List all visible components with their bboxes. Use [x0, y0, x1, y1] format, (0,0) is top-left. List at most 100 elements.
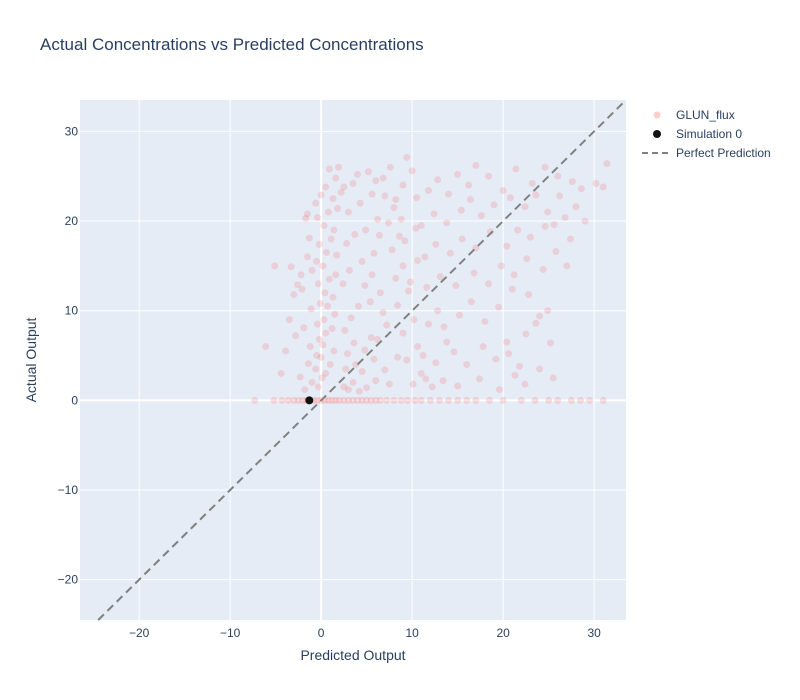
- scatter-point: [485, 172, 493, 180]
- scatter-point: [485, 280, 493, 288]
- scatter-point: [503, 242, 511, 250]
- scatter-point: [417, 222, 425, 230]
- scatter-point: [364, 168, 372, 176]
- scatter-point: [294, 396, 302, 404]
- legend-item-glun-flux[interactable]: GLUN_flux: [653, 108, 735, 122]
- scatter-point: [370, 355, 378, 363]
- scatter-point: [486, 228, 494, 236]
- scatter-point: [320, 316, 328, 324]
- scatter-point: [479, 343, 487, 351]
- scatter-point: [304, 360, 312, 368]
- scatter-point: [308, 378, 316, 386]
- scatter-point: [425, 320, 433, 328]
- scatter-point: [395, 232, 403, 240]
- scatter-point: [343, 239, 351, 247]
- scatter-point: [410, 316, 418, 324]
- scatter-point: [334, 163, 342, 171]
- y-tick-label: −20: [58, 573, 79, 587]
- simulation-point: [305, 396, 314, 405]
- scatter-point: [568, 178, 576, 186]
- scatter-point: [522, 330, 530, 338]
- scatter-point: [432, 359, 440, 367]
- scatter-point: [454, 396, 462, 404]
- scatter-point: [354, 170, 362, 178]
- scatter-point: [472, 161, 480, 169]
- scatter-point: [372, 377, 380, 385]
- scatter-point: [544, 307, 552, 315]
- scatter-point: [329, 293, 337, 301]
- scatter-point: [322, 329, 330, 337]
- scatter-point: [304, 210, 311, 218]
- scatter-point: [390, 204, 398, 212]
- scatter-point: [298, 285, 306, 293]
- scatter-point: [349, 179, 357, 187]
- scatter-point: [319, 262, 327, 270]
- scatter-point: [430, 210, 438, 218]
- scatter-point: [332, 396, 340, 404]
- scatter-point: [510, 271, 518, 279]
- scatter-point: [363, 396, 371, 404]
- scatter-point: [347, 314, 355, 322]
- scatter-point: [401, 237, 409, 245]
- scatter-point: [549, 374, 557, 382]
- scatter-point: [428, 383, 436, 391]
- scatter-point: [300, 324, 308, 332]
- x-axis-ticks: −20 −10 0 10 20 30: [129, 626, 601, 640]
- scatter-point: [361, 346, 369, 354]
- scatter-point: [512, 165, 520, 173]
- scatter-point: [434, 176, 442, 184]
- scatter-point: [577, 396, 584, 404]
- scatter-point: [284, 396, 292, 404]
- legend-item-perfect-prediction[interactable]: Perfect Prediction: [642, 146, 771, 160]
- scatter-point: [304, 253, 311, 261]
- scatter-point: [354, 302, 362, 310]
- scatter-point: [544, 208, 552, 216]
- scatter-point: [586, 396, 594, 404]
- scatter-point: [546, 339, 554, 347]
- scatter-point: [292, 332, 300, 340]
- scatter-point: [392, 196, 400, 204]
- scatter-point: [423, 283, 431, 291]
- scatter-point: [552, 248, 560, 256]
- scatter-point: [399, 181, 407, 189]
- scatter-point: [457, 206, 465, 214]
- scatter-point: [397, 396, 405, 404]
- legend-item-simulation-0[interactable]: Simulation 0: [653, 127, 742, 141]
- x-tick-label: 0: [318, 626, 325, 640]
- scatter-point: [301, 386, 309, 394]
- scatter-point: [539, 265, 547, 273]
- scatter-point: [278, 396, 286, 404]
- scatter-point: [523, 255, 531, 263]
- scatter-point: [463, 396, 471, 404]
- scatter-point: [368, 271, 376, 279]
- scatter-point: [458, 235, 466, 243]
- scatter-point: [425, 187, 433, 195]
- scatter-point: [554, 396, 562, 404]
- scatter-point: [331, 310, 339, 318]
- scatter-point: [324, 302, 332, 310]
- scatter-point: [528, 179, 536, 187]
- scatter-point: [349, 378, 357, 386]
- scatter-point: [376, 396, 384, 404]
- scatter-point: [566, 235, 574, 243]
- scatter-point: [477, 212, 485, 220]
- x-tick-label: 10: [405, 626, 419, 640]
- scatter-point: [511, 371, 519, 379]
- chart-title: Actual Concentrations vs Predicted Conce…: [40, 35, 424, 54]
- scatter-point: [572, 203, 580, 211]
- scatter-point: [315, 240, 323, 248]
- scatter-point: [345, 266, 353, 274]
- scatter-point: [318, 374, 326, 382]
- scatter-point: [372, 177, 380, 185]
- scatter-point: [312, 365, 320, 373]
- scatter-point: [305, 234, 313, 242]
- scatter-point: [503, 338, 511, 346]
- scatter-point: [381, 192, 389, 200]
- scatter-point: [443, 219, 451, 227]
- scatter-point: [372, 396, 380, 404]
- scatter-point: [490, 201, 498, 209]
- scatter-point: [337, 188, 345, 196]
- scatter-point: [314, 383, 322, 391]
- scatter-point: [497, 262, 505, 270]
